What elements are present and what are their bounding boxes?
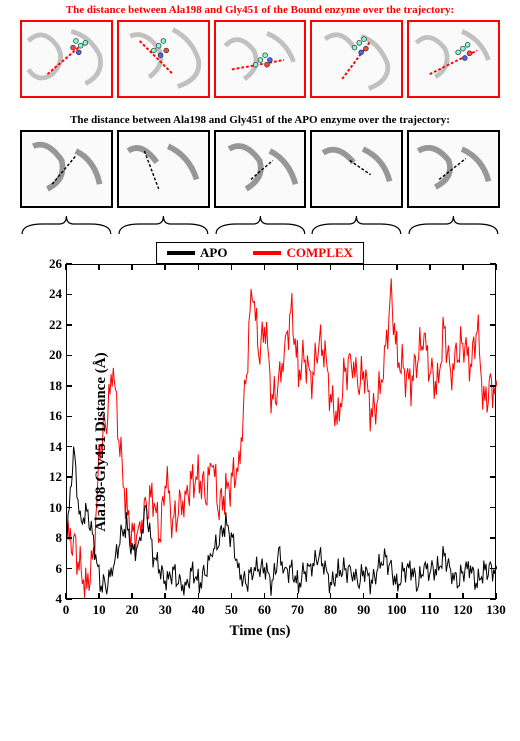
bound-snapshot (214, 20, 307, 98)
bound-snapshot (310, 20, 403, 98)
brace-row (0, 214, 520, 242)
brace (20, 214, 113, 236)
legend-swatch-complex (254, 251, 282, 255)
brace (117, 214, 210, 236)
brace (214, 214, 307, 236)
bound-snapshot (20, 20, 113, 98)
x-tick-label: 30 (159, 602, 172, 618)
y-tick-label: 4 (56, 591, 63, 607)
x-tick-label: 20 (126, 602, 139, 618)
x-tick-label: 120 (453, 602, 473, 618)
legend-item-complex: COMPLEX (254, 245, 353, 261)
bound-snapshot-row (0, 18, 520, 104)
bound-snapshot (117, 20, 210, 98)
y-tick-label: 26 (49, 256, 62, 272)
x-tick-label: 130 (486, 602, 506, 618)
y-tick-label: 12 (49, 469, 62, 485)
x-tick-label: 50 (225, 602, 238, 618)
apo-snapshot (117, 130, 210, 208)
y-tick-label: 16 (49, 408, 62, 424)
x-tick-label: 40 (192, 602, 205, 618)
y-tick-label: 14 (49, 439, 62, 455)
apo-snapshot (310, 130, 403, 208)
apo-snapshot-row (0, 128, 520, 214)
apo-title: The distance between Ala198 and Gly451 o… (0, 110, 520, 128)
y-tick-label: 8 (56, 530, 63, 546)
x-tick-label: 80 (324, 602, 337, 618)
y-tick-label: 22 (49, 317, 62, 333)
x-tick-label: 90 (357, 602, 370, 618)
legend-label-apo: APO (200, 245, 227, 261)
plot-traces (67, 265, 497, 600)
bound-title: The distance between Ala198 and Gly451 o… (0, 0, 520, 18)
y-tick-label: 20 (49, 347, 62, 363)
brace (310, 214, 403, 236)
distance-chart: APO COMPLEX Ala198-Gly451 Distance (Å) T… (10, 242, 510, 642)
apo-snapshot (20, 130, 113, 208)
x-tick-label: 100 (387, 602, 407, 618)
x-axis-label: Time (ns) (230, 623, 291, 640)
plot-frame (66, 264, 496, 599)
x-tick-label: 10 (93, 602, 106, 618)
y-tick-label: 24 (49, 286, 62, 302)
x-tick-label: 0 (63, 602, 70, 618)
y-tick-label: 6 (56, 561, 63, 577)
apo-snapshot (214, 130, 307, 208)
bound-snapshot (407, 20, 500, 98)
x-tick-label: 70 (291, 602, 304, 618)
y-tick-label: 10 (49, 500, 62, 516)
chart-legend: APO COMPLEX (156, 242, 364, 264)
y-axis-label: Ala198-Gly451 Distance (Å) (93, 352, 110, 531)
legend-item-apo: APO (167, 245, 227, 261)
y-tick-label: 18 (49, 378, 62, 394)
brace (407, 214, 500, 236)
legend-label-complex: COMPLEX (287, 245, 353, 261)
x-tick-label: 60 (258, 602, 271, 618)
apo-snapshot (407, 130, 500, 208)
legend-swatch-apo (167, 251, 195, 255)
x-tick-label: 110 (420, 602, 439, 618)
